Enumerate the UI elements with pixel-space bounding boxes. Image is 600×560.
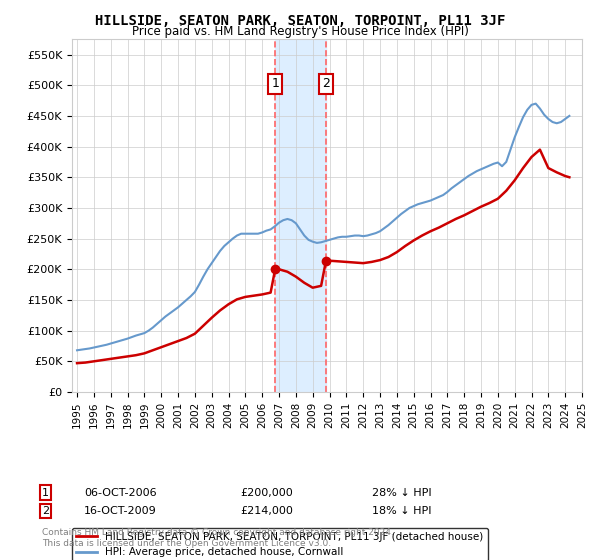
Text: 2: 2: [322, 77, 330, 91]
Text: 1: 1: [271, 77, 279, 91]
Text: 06-OCT-2006: 06-OCT-2006: [84, 488, 157, 498]
Text: HILLSIDE, SEATON PARK, SEATON, TORPOINT, PL11 3JF: HILLSIDE, SEATON PARK, SEATON, TORPOINT,…: [95, 14, 505, 28]
Text: 28% ↓ HPI: 28% ↓ HPI: [372, 488, 431, 498]
Text: 1: 1: [42, 488, 49, 498]
Text: 2: 2: [42, 506, 49, 516]
Text: Price paid vs. HM Land Registry's House Price Index (HPI): Price paid vs. HM Land Registry's House …: [131, 25, 469, 38]
Text: 18% ↓ HPI: 18% ↓ HPI: [372, 506, 431, 516]
Text: Contains HM Land Registry data © Crown copyright and database right 2024.
This d: Contains HM Land Registry data © Crown c…: [42, 528, 394, 548]
Text: 16-OCT-2009: 16-OCT-2009: [84, 506, 157, 516]
Text: £214,000: £214,000: [240, 506, 293, 516]
Text: £200,000: £200,000: [240, 488, 293, 498]
Legend: HILLSIDE, SEATON PARK, SEATON, TORPOINT, PL11 3JF (detached house), HPI: Average: HILLSIDE, SEATON PARK, SEATON, TORPOINT,…: [72, 528, 488, 560]
Bar: [275, 39, 326, 392]
